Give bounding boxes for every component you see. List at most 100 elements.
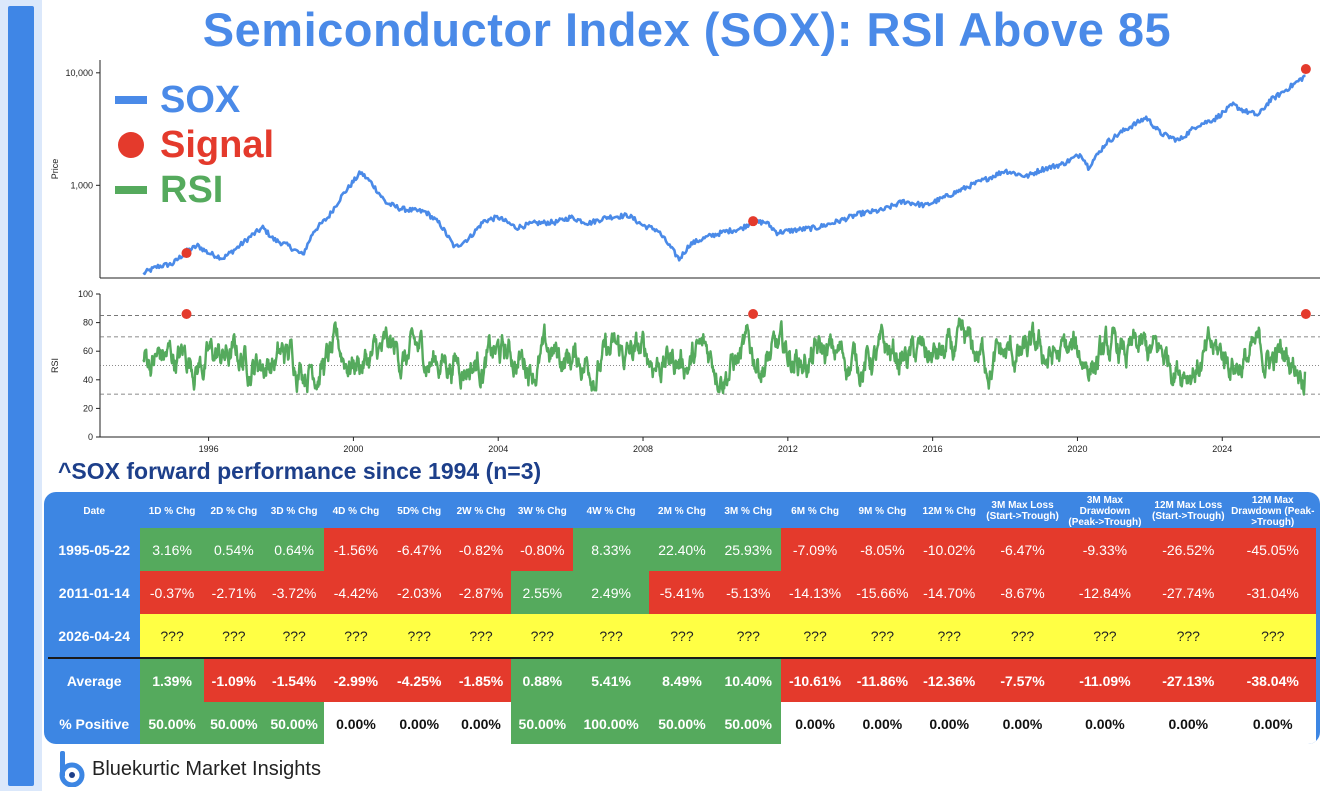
table-cell: 0.00%: [1147, 702, 1230, 744]
table-cell: 100.00%: [573, 702, 649, 744]
table-cell: -6.47%: [387, 528, 451, 571]
table-cell: -5.41%: [648, 571, 716, 614]
legend-signal-label: Signal: [160, 124, 274, 166]
price-axis-label: Price: [50, 159, 60, 180]
rsi-panel: 0 20 40 60 80 100 RSI 1996 2000 2004 2008 2012 2016 2…: [50, 289, 1320, 454]
table-cell: -15.66%: [848, 571, 917, 614]
table-cell: 0.00%: [1062, 702, 1148, 744]
table-cell: 50.00%: [648, 702, 716, 744]
column-header: 3D % Chg: [270, 505, 318, 517]
table-cell: -14.70%: [916, 571, 983, 614]
table-cell: ???: [264, 614, 325, 658]
table-cell: ???: [982, 614, 1063, 658]
bluekurtic-logo-icon: [58, 751, 88, 788]
column-header: 2D % Chg: [210, 505, 258, 517]
row-label: 2011-01-14: [58, 584, 130, 601]
brand-footer: Bluekurtic Market Insights: [58, 750, 321, 788]
table-cell: 8.33%: [573, 528, 649, 571]
table-cell: 10.40%: [715, 657, 782, 702]
x-tick-label: 2004: [488, 444, 508, 454]
table-cell: -0.80%: [511, 528, 574, 571]
table-subtitle: ^SOX forward performance since 1994 (n=3…: [58, 458, 542, 484]
table-cell: -9.33%: [1062, 528, 1148, 571]
table-cell: -2.03%: [387, 571, 451, 614]
column-header: 3W % Chg: [517, 505, 567, 517]
table-cell: 0.00%: [450, 702, 512, 744]
x-tick-label: 1996: [199, 444, 219, 454]
x-tick-label: 2020: [1067, 444, 1087, 454]
price-signal-point: [1300, 64, 1311, 75]
row-label: % Positive: [59, 715, 130, 732]
table-cell: -45.05%: [1229, 528, 1316, 571]
chart-area: 1,000 10,000 Price 0 20 40 60 80 100 RSI 1996 2000…: [50, 60, 1320, 454]
table-cell: ???: [648, 614, 716, 658]
table-cell: ???: [387, 614, 451, 658]
table-cell: 0.00%: [324, 702, 388, 744]
table-cell: ???: [511, 614, 574, 658]
table-row: 2026-04-24??????????????????????????????…: [48, 614, 1316, 658]
table-cell: -7.09%: [781, 528, 849, 571]
column-header: 3M Max Loss (Start->Trough): [986, 500, 1059, 522]
table-cell: 0.64%: [264, 528, 325, 571]
column-header: 2M % Chg: [658, 505, 706, 517]
table-cell: ???: [916, 614, 983, 658]
table-cell: -1.54%: [264, 657, 325, 702]
table-cell: -26.52%: [1147, 528, 1230, 571]
table-cell: ???: [324, 614, 388, 658]
table-cell: 2.49%: [573, 571, 649, 614]
price-tick-label: 1,000: [70, 180, 93, 190]
table-cell: -1.85%: [450, 657, 512, 702]
table-cell: ???: [1147, 614, 1230, 658]
legend-rsi-label: RSI: [160, 169, 223, 211]
table-row: 1995-05-22 3.16% 0.54% 0.64% -1.56% -6.47% -0.…: [48, 528, 1316, 571]
table-cell: 8.49%: [648, 657, 716, 702]
table-cell: -14.13%: [781, 571, 849, 614]
rsi-signal-point: [181, 309, 192, 320]
table-cell: -27.13%: [1147, 657, 1230, 702]
table-cell: -1.09%: [203, 657, 264, 702]
column-header: 2W % Chg: [456, 505, 506, 517]
table-cell: -2.87%: [450, 571, 512, 614]
column-header: Date: [83, 505, 106, 517]
page-title: Semiconductor Index (SOX): RSI Above 85: [202, 3, 1172, 56]
percent-positive-row: % Positive 50.00% 50.00% 50.00% 0.00% 0.00% 0.…: [48, 702, 1316, 744]
performance-table-container: Date 1D % Chg 2D % Chg 3D % Chg 4D % Chg 5D% …: [44, 492, 1320, 744]
table-header-row: Date 1D % Chg 2D % Chg 3D % Chg 4D % Chg 5D% …: [48, 494, 1316, 528]
table-cell: -27.74%: [1147, 571, 1230, 614]
price-signal-point: [748, 216, 759, 227]
table-row: 2011-01-14 -0.37% -2.71% -3.72% -4.42% -2.03%…: [48, 571, 1316, 614]
rsi-tick-label: 60: [83, 346, 93, 356]
column-header: 4W % Chg: [586, 505, 636, 517]
rsi-signal-point: [748, 309, 759, 320]
left-accent-bar: [0, 0, 42, 791]
table-cell: -3.72%: [264, 571, 325, 614]
table-cell: -1.56%: [324, 528, 388, 571]
table-cell: -12.84%: [1062, 571, 1148, 614]
table-cell: 0.00%: [982, 702, 1063, 744]
table-cell: -11.09%: [1062, 657, 1148, 702]
price-panel: 1,000 10,000 Price: [50, 60, 1320, 279]
price-signal-point: [181, 248, 192, 259]
column-header: 3M % Chg: [724, 505, 773, 517]
brand-name: Bluekurtic Market Insights: [92, 757, 321, 780]
table-cell: 0.54%: [203, 528, 264, 571]
legend-signal-marker-icon: [118, 132, 144, 158]
table-cell: 5.41%: [573, 657, 649, 702]
table-cell: -4.42%: [324, 571, 388, 614]
column-header: 4D % Chg: [332, 505, 380, 517]
table-cell: ???: [203, 614, 264, 658]
table-cell: -38.04%: [1229, 657, 1316, 702]
rsi-tick-label: 0: [88, 432, 93, 442]
rsi-tick-label: 80: [83, 318, 93, 328]
table-cell: -7.57%: [982, 657, 1063, 702]
table-cell: ???: [1062, 614, 1148, 658]
table-cell: -31.04%: [1229, 571, 1316, 614]
x-tick-label: 2024: [1212, 444, 1232, 454]
table-cell: -8.05%: [848, 528, 917, 571]
column-header: 12M % Chg: [922, 505, 976, 517]
table-cell: -2.71%: [203, 571, 264, 614]
table-cell: 50.00%: [511, 702, 574, 744]
table-cell: ???: [781, 614, 849, 658]
legend-rsi-marker-icon: [115, 186, 147, 194]
table-cell: ???: [450, 614, 512, 658]
